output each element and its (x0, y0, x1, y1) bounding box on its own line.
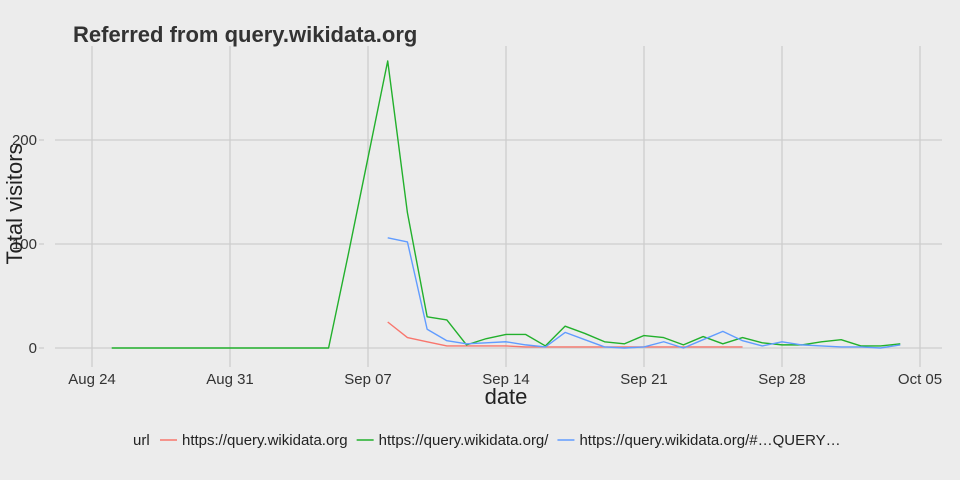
x-axis-ticks: Aug 24 Aug 31 Sep 07 Sep 14 Sep 21 Sep 28 Oct … (68, 362, 942, 388)
legend-label-2: https://query.wikidata.org/ (379, 432, 550, 449)
x-gridlines (91, 46, 921, 362)
series-line-3 (387, 237, 901, 349)
x-tick-label: Aug 24 (68, 371, 116, 388)
x-tick-label: Sep 28 (758, 371, 806, 388)
x-tick-label: Sep 07 (344, 371, 392, 388)
x-tick-label: Aug 31 (206, 371, 254, 388)
y-tick-label: 100 (12, 236, 37, 253)
series-line-2 (111, 60, 901, 349)
chart-title: Referred from query.wikidata.org (73, 22, 417, 47)
y-tick-label: 0 (29, 340, 37, 357)
y-axis-title: Total visitors (2, 143, 27, 264)
x-tick-label: Oct 05 (898, 371, 942, 388)
y-tick-label: 200 (12, 132, 37, 149)
x-axis-title: date (485, 384, 528, 409)
series-line-1 (387, 321, 743, 348)
x-tick-label: Sep 21 (620, 371, 668, 388)
y-gridlines (55, 139, 942, 349)
y-axis-ticks: 0 100 200 (12, 132, 44, 357)
legend-title: url (133, 432, 150, 449)
legend: url https://query.wikidata.org https://qu… (133, 432, 841, 449)
x-tick-label: Sep 14 (482, 371, 530, 388)
series-layer (111, 60, 901, 349)
legend-label-3: https://query.wikidata.org/#…QUERY… (579, 432, 840, 449)
legend-label-1: https://query.wikidata.org (182, 432, 348, 449)
